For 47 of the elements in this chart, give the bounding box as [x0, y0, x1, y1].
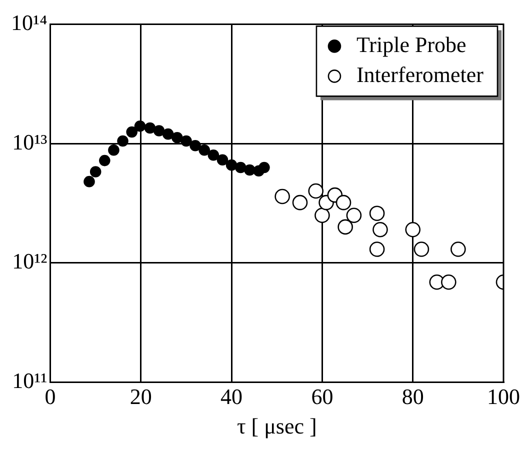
point — [216, 154, 228, 166]
y-tick-label: 10¹⁴ — [11, 10, 48, 35]
x-tick-label: 0 — [44, 384, 56, 410]
point — [372, 222, 388, 238]
point — [369, 242, 385, 257]
x-tick-label: 80 — [402, 384, 424, 410]
point — [292, 194, 308, 210]
point — [172, 132, 183, 144]
point — [84, 176, 95, 188]
point — [226, 159, 238, 171]
point — [414, 242, 430, 257]
x-tick-label: 40 — [220, 384, 243, 410]
point — [198, 144, 210, 156]
legend-label: Triple Probe — [356, 32, 466, 57]
point — [180, 135, 192, 147]
point — [144, 122, 156, 134]
point — [190, 140, 201, 152]
point — [338, 219, 353, 235]
legend-label: Interferometer — [356, 62, 484, 87]
point — [308, 183, 324, 199]
point — [234, 162, 246, 174]
point — [405, 222, 421, 238]
x-tick-label: 60 — [311, 384, 334, 410]
point — [99, 154, 110, 166]
point — [117, 135, 128, 147]
point — [108, 144, 120, 156]
point — [441, 274, 456, 290]
point — [90, 166, 102, 178]
y-tick-label: 10¹³ — [12, 129, 48, 154]
y-tick-label: 10¹² — [12, 248, 48, 274]
point — [208, 149, 220, 161]
y-tick-label: 10¹¹ — [12, 368, 48, 393]
point — [346, 208, 362, 224]
point — [162, 128, 174, 140]
x-tick-label: 20 — [130, 384, 152, 410]
point — [134, 120, 146, 132]
point — [450, 242, 466, 257]
x-axis-title: τ [ μsec ] — [236, 414, 317, 439]
point — [258, 162, 270, 174]
point — [369, 206, 385, 221]
point — [336, 194, 352, 210]
point — [244, 164, 256, 176]
point — [153, 125, 165, 136]
point — [314, 208, 330, 224]
x-tick-label: 100 — [487, 384, 520, 410]
point — [126, 126, 138, 138]
point — [274, 188, 290, 204]
